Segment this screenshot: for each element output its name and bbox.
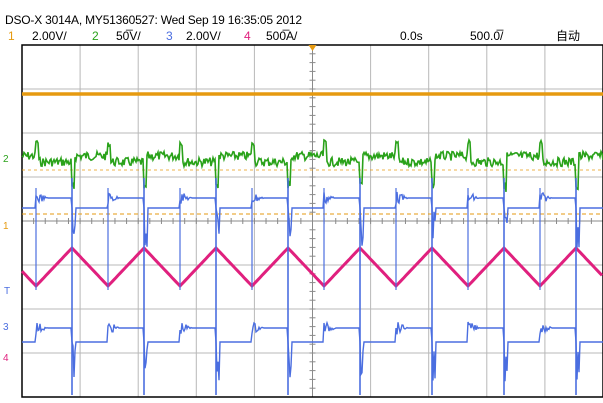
ch2-number[interactable]: 2 <box>92 29 99 43</box>
ch2-scale[interactable]: 50̅V/ <box>116 29 141 43</box>
trigger-level-marker[interactable]: T <box>4 286 10 297</box>
ch3-scale[interactable]: 2.00V/ <box>186 29 221 43</box>
ch3-trace-upper <box>22 191 603 248</box>
timebase[interactable]: 500.0̅/ <box>470 29 504 43</box>
waveform-traces <box>20 92 603 395</box>
ch1-scale[interactable]: 2.00V/ <box>32 29 67 43</box>
ch1-ground-marker[interactable]: 1 <box>3 221 9 232</box>
time-offset[interactable]: 0.0s <box>400 29 423 43</box>
channel-markers[interactable]: 2 1 T 3 4 <box>3 154 10 364</box>
graticule <box>21 44 603 398</box>
trigger-position-icon <box>308 45 317 51</box>
trigger-mode[interactable]: 自动 <box>556 29 581 43</box>
ch2-trace <box>21 137 603 192</box>
channel-scale-bar: 1 2.00V/ 2 50̅V/ 3 2.00V/ 4 500̅A/ 0.0s … <box>0 28 603 44</box>
ch2-ground-marker[interactable]: 2 <box>3 154 9 165</box>
ch1-number[interactable]: 1 <box>8 29 15 43</box>
ch4-trace <box>20 245 603 289</box>
ch4-scale[interactable]: 500̅A/ <box>266 29 298 43</box>
ch4-number[interactable]: 4 <box>244 29 251 43</box>
ch4-ground-marker[interactable]: 4 <box>3 353 9 364</box>
scope-title: DSO-X 3014A, MY51360527: Wed Sep 19 16:3… <box>5 13 302 27</box>
ch3-ground-marker[interactable]: 3 <box>3 322 9 333</box>
ch3-number[interactable]: 3 <box>166 29 173 43</box>
ch3-trace-lower <box>22 320 603 382</box>
